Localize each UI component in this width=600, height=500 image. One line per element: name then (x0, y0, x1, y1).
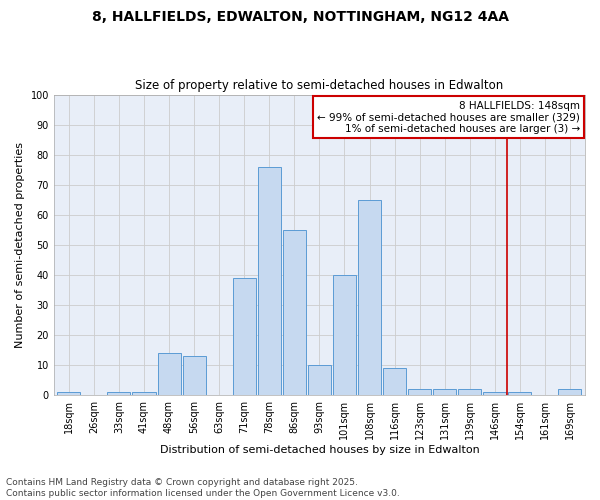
Bar (182, 356, 206, 396)
Bar (308, 366, 331, 396)
Bar (283, 230, 306, 396)
Text: 8 HALLFIELDS: 148sqm
← 99% of semi-detached houses are smaller (329)
1% of semi-: 8 HALLFIELDS: 148sqm ← 99% of semi-detac… (317, 100, 580, 134)
Text: Contains HM Land Registry data © Crown copyright and database right 2025.
Contai: Contains HM Land Registry data © Crown c… (6, 478, 400, 498)
Bar (333, 275, 356, 396)
Bar (57, 392, 80, 396)
Bar (358, 200, 381, 396)
Bar (433, 390, 456, 396)
Bar (107, 392, 130, 396)
Bar (233, 278, 256, 396)
Bar (133, 392, 155, 396)
Bar (408, 390, 431, 396)
Text: 8, HALLFIELDS, EDWALTON, NOTTINGHAM, NG12 4AA: 8, HALLFIELDS, EDWALTON, NOTTINGHAM, NG1… (91, 10, 509, 24)
Bar (383, 368, 406, 396)
Bar (458, 390, 481, 396)
Bar (559, 390, 581, 396)
Y-axis label: Number of semi-detached properties: Number of semi-detached properties (15, 142, 25, 348)
Bar (508, 392, 532, 396)
X-axis label: Distribution of semi-detached houses by size in Edwalton: Distribution of semi-detached houses by … (160, 445, 479, 455)
Bar (483, 392, 506, 396)
Title: Size of property relative to semi-detached houses in Edwalton: Size of property relative to semi-detach… (135, 79, 503, 92)
Bar (258, 166, 281, 396)
Bar (158, 353, 181, 396)
